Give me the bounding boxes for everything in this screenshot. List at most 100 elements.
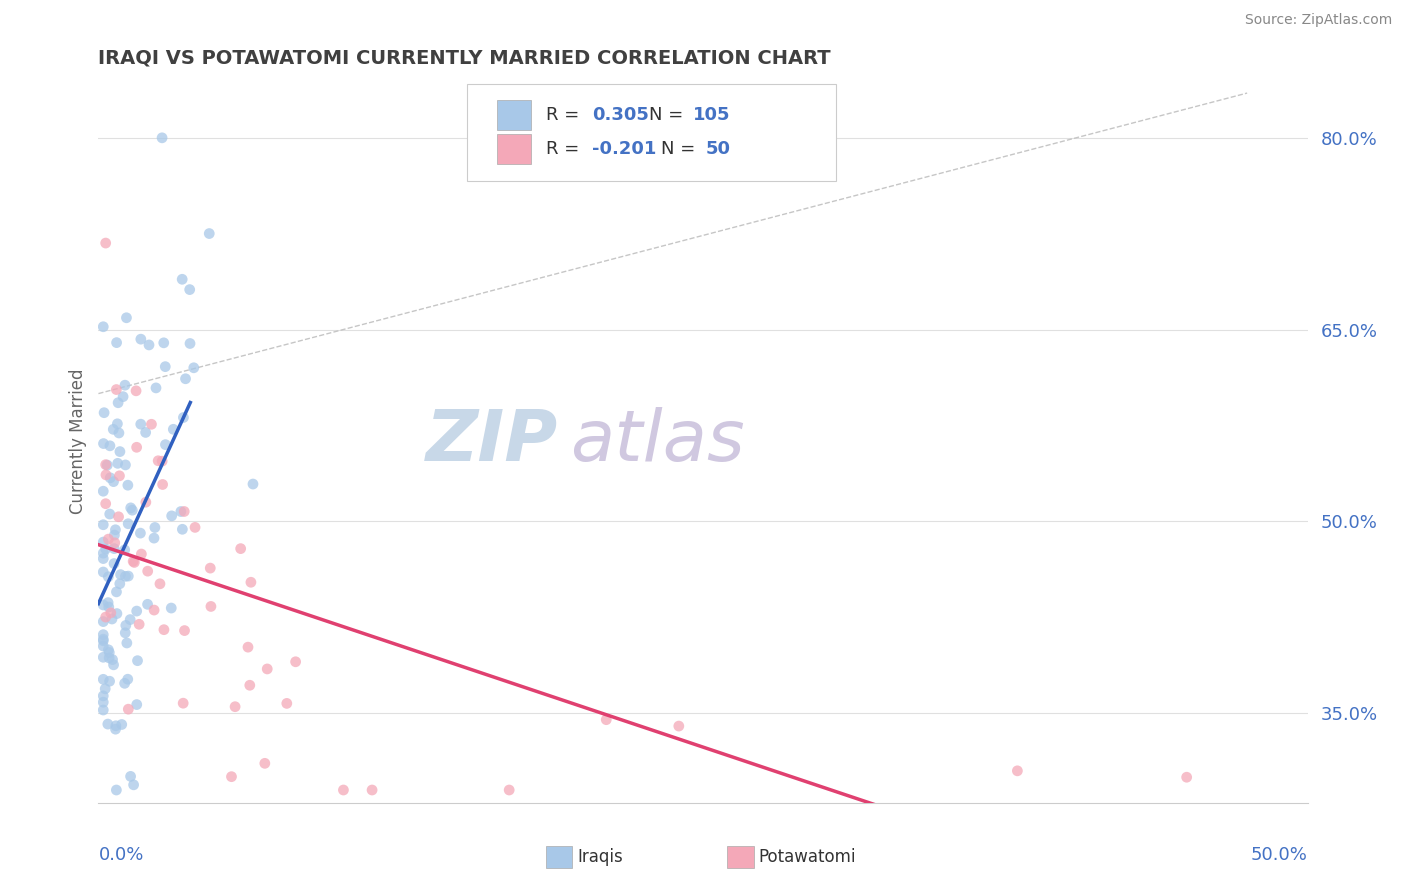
Point <box>125 698 148 712</box>
Point <box>91 628 114 642</box>
Point <box>103 422 125 436</box>
Point <box>91 633 114 648</box>
Point <box>120 500 142 515</box>
Point <box>98 651 121 665</box>
Point <box>1175 770 1198 784</box>
Point <box>103 657 125 672</box>
Point <box>107 456 129 470</box>
Point <box>498 783 520 797</box>
Point <box>253 756 276 771</box>
Point <box>145 381 167 395</box>
Point <box>104 719 127 733</box>
Point <box>91 650 114 665</box>
Point <box>94 541 117 556</box>
Point <box>91 565 114 579</box>
Point <box>117 672 139 686</box>
Point <box>183 360 205 375</box>
Point <box>149 576 172 591</box>
Point <box>114 625 136 640</box>
Point <box>153 623 176 637</box>
Point <box>332 783 354 797</box>
Point <box>114 569 136 583</box>
Point <box>125 384 148 398</box>
Point <box>91 689 114 703</box>
Point <box>135 495 157 509</box>
Point <box>172 410 194 425</box>
Point <box>143 520 166 534</box>
Point <box>179 336 201 351</box>
Point <box>91 517 114 532</box>
Point <box>108 576 131 591</box>
Text: R =: R = <box>546 106 585 124</box>
Point <box>120 613 142 627</box>
Text: Iraqis: Iraqis <box>578 848 623 866</box>
Text: Potawatomi: Potawatomi <box>759 848 856 866</box>
Point <box>152 477 174 491</box>
Point <box>141 417 163 432</box>
Point <box>129 526 152 541</box>
Point <box>114 676 136 690</box>
Point <box>124 556 146 570</box>
Point <box>152 335 174 350</box>
Point <box>256 662 278 676</box>
Point <box>98 646 121 660</box>
Point <box>94 610 117 624</box>
Point <box>91 535 114 549</box>
Point <box>96 458 118 472</box>
Point <box>198 227 221 241</box>
Point <box>229 541 252 556</box>
Point <box>105 417 128 431</box>
Point <box>108 468 131 483</box>
Point <box>122 554 145 568</box>
Point <box>138 338 160 352</box>
Bar <box>498 100 531 130</box>
Point <box>129 332 152 346</box>
Point <box>150 131 173 145</box>
Point <box>114 458 136 472</box>
Point <box>91 639 114 653</box>
Point <box>103 557 125 571</box>
Point <box>101 652 124 666</box>
Point <box>103 541 125 556</box>
Point <box>174 372 197 386</box>
Point <box>94 467 117 482</box>
Point <box>114 378 136 392</box>
Point <box>91 673 114 687</box>
Point <box>105 585 128 599</box>
Point <box>104 722 127 736</box>
Point <box>162 422 184 436</box>
Point <box>148 454 170 468</box>
Point <box>160 508 183 523</box>
Point <box>128 617 150 632</box>
Text: ZIP: ZIP <box>426 407 558 476</box>
Point <box>104 536 127 550</box>
Point <box>107 395 129 409</box>
Point <box>94 458 117 472</box>
Point <box>239 575 262 590</box>
Point <box>221 770 243 784</box>
Point <box>117 478 139 492</box>
Point <box>120 769 142 783</box>
Point <box>91 615 114 629</box>
Point <box>136 564 159 578</box>
Point <box>127 654 149 668</box>
Point <box>173 504 195 518</box>
Point <box>242 477 264 491</box>
Point <box>101 612 124 626</box>
FancyBboxPatch shape <box>467 84 837 181</box>
Point <box>91 319 114 334</box>
Point <box>184 520 207 534</box>
Point <box>117 569 139 583</box>
Text: 50.0%: 50.0% <box>1251 847 1308 864</box>
Point <box>135 425 157 440</box>
Point <box>97 643 120 657</box>
Bar <box>498 134 531 164</box>
Point <box>98 439 121 453</box>
Point <box>108 425 131 440</box>
Point <box>224 699 246 714</box>
Point <box>94 497 117 511</box>
Point <box>93 406 115 420</box>
Y-axis label: Currently Married: Currently Married <box>69 368 87 515</box>
Point <box>105 383 128 397</box>
Point <box>105 607 128 621</box>
